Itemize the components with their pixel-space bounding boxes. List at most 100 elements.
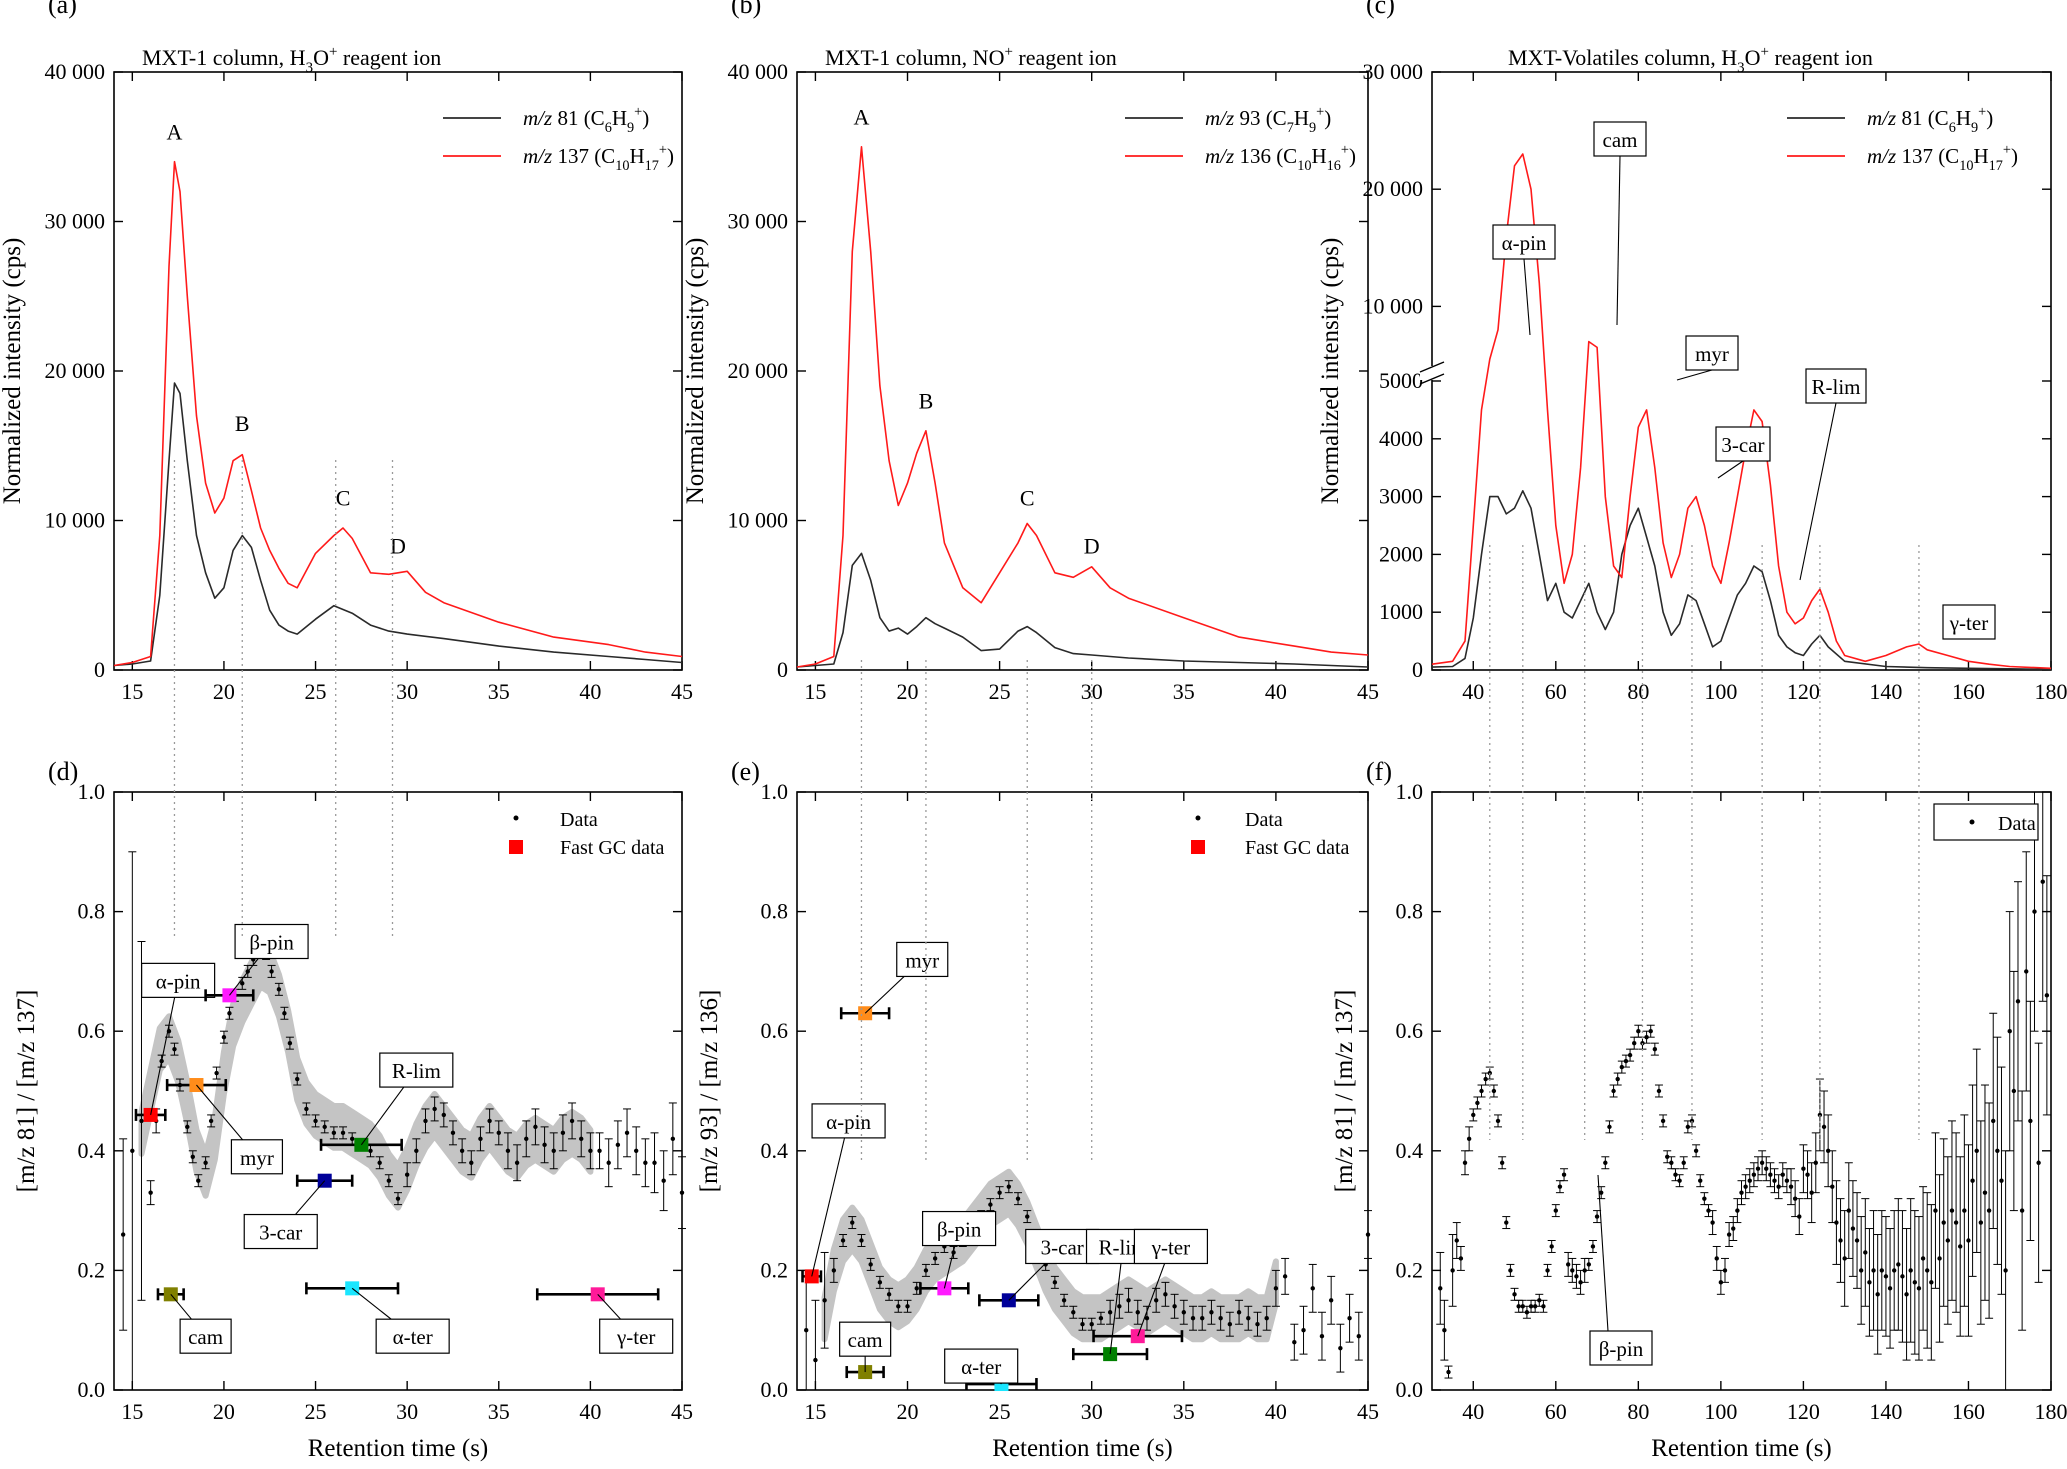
fast-gc-label-e: α-ter: [961, 1355, 1001, 1379]
x-tick-label-a: 20: [213, 679, 235, 704]
legend-swatch-d-1: [509, 840, 523, 854]
fast-gc-label-d: α-ter: [393, 1325, 433, 1349]
plot-frame-e: [796, 791, 1369, 1391]
peak-label-a: B: [235, 411, 250, 436]
peak-label-b: C: [1020, 486, 1035, 511]
data-point-f: [1553, 1208, 1559, 1213]
y-axis-label-d: [m/z 81] / [m/z 137]: [13, 990, 40, 1193]
fast-gc-label-d: cam: [188, 1325, 223, 1349]
data-point-f: [2036, 1160, 2041, 1165]
data-point-f: [1904, 1292, 1909, 1297]
fast-gc-label-box-d: [234, 923, 309, 960]
panel-label-f: (f): [1366, 757, 1392, 786]
x-tick-label-f: 100: [1704, 1399, 1737, 1424]
data-point-f: [1809, 1190, 1814, 1195]
y-tick-label-c: 1000: [1379, 599, 1423, 624]
fast-gc-label-box-e: [839, 1321, 892, 1357]
data-point-e: [1006, 1184, 1012, 1189]
annotation-label-c: cam: [1603, 128, 1638, 152]
data-point-e: [1107, 1310, 1113, 1315]
fast-gc-label-e: cam: [848, 1328, 883, 1352]
y-tick-label-a: 10 000: [45, 508, 106, 533]
fast-gc-label-d: α-pin: [156, 969, 201, 993]
x-tick-label-c: 40: [1462, 679, 1484, 704]
fast-gc-label-box-e: [921, 1210, 997, 1247]
data-point-d: [203, 1160, 208, 1165]
data-point-d: [322, 1124, 327, 1130]
data-point-d: [221, 1034, 227, 1040]
data-point-f: [1817, 1112, 1823, 1118]
y-tick-label-b: 40 000: [728, 59, 789, 84]
data-point-f: [1739, 1190, 1744, 1195]
x-tick-label-c: 180: [2035, 679, 2067, 704]
x-tick-label-d: 15: [121, 1399, 143, 1424]
annotation-leader-c: [1523, 258, 1531, 336]
data-point-f: [2003, 1268, 2008, 1273]
data-point-f: [1673, 1172, 1678, 1177]
data-point-d: [404, 1172, 410, 1177]
legend-entry-a-0: m/z 81 (C6H9+): [523, 104, 649, 136]
data-point-f: [1953, 1220, 1959, 1225]
data-point-e: [1153, 1298, 1159, 1303]
axis-break-gap: [1420, 366, 1444, 380]
x-tick-label-a: 40: [579, 679, 601, 704]
data-point-f: [2007, 1029, 2012, 1034]
fast-gc-label-e: β-pin: [937, 1218, 982, 1242]
data-point-d: [551, 1148, 556, 1154]
data-point-f: [1520, 1304, 1525, 1309]
data-point-e: [1098, 1316, 1104, 1321]
peak-label-b: B: [919, 388, 934, 413]
data-point-e: [840, 1238, 846, 1243]
x-tick-label-b: 20: [897, 679, 919, 704]
data-point-d: [349, 1136, 355, 1142]
legend-entry-f-0: Data: [1998, 813, 2036, 835]
data-point-e: [1347, 1316, 1352, 1321]
data-point-f: [1710, 1220, 1715, 1225]
data-point-f: [1615, 1076, 1620, 1082]
data-point-f: [1995, 1148, 2000, 1154]
data-point-d: [120, 1232, 126, 1237]
fast-gc-label-e: α-pin: [826, 1110, 871, 1134]
data-point-f: [1594, 1214, 1600, 1219]
x-tick-label-b: 25: [989, 679, 1011, 704]
data-point-f: [1611, 1088, 1616, 1094]
data-point-e: [877, 1280, 883, 1285]
data-point-f: [1792, 1196, 1798, 1201]
data-point-f: [2028, 1118, 2033, 1124]
y-tick-label-b: 20 000: [728, 358, 789, 383]
data-point-f: [1958, 1244, 1963, 1249]
data-point-f: [1454, 1238, 1459, 1243]
data-point-e: [1264, 1316, 1269, 1321]
y-tick-label-e: 1.0: [761, 779, 789, 804]
data-point-d: [579, 1136, 584, 1142]
chart-title-b: MXT-1 column, NO+ reagent ion: [825, 44, 1117, 70]
panel-label-d: (d): [48, 757, 78, 786]
fast-gc-label-d: 3-car: [259, 1221, 302, 1245]
data-point-e: [886, 1292, 892, 1297]
legend-swatch-e-0: [1195, 815, 1201, 821]
series-line-a-0: [113, 382, 683, 667]
data-point-e: [914, 1286, 919, 1291]
data-point-f: [1974, 1148, 1979, 1154]
data-point-d: [441, 1112, 447, 1118]
data-point-e: [1356, 1333, 1361, 1339]
data-point-d: [505, 1148, 511, 1154]
data-point-f: [1784, 1178, 1790, 1183]
data-point-d: [130, 1148, 135, 1154]
data-point-e: [1117, 1304, 1122, 1309]
data-point-f: [1450, 1268, 1455, 1273]
legend-box-f: [1933, 803, 2039, 841]
annotation-label-f: β-pin: [1599, 1337, 1644, 1361]
data-point-f: [1887, 1286, 1893, 1291]
fast-gc-label-d: β-pin: [249, 931, 294, 955]
data-point-f: [1772, 1178, 1777, 1183]
data-point-f: [1813, 1160, 1818, 1165]
data-point-e: [1282, 1274, 1288, 1279]
data-point-e: [1365, 1232, 1371, 1237]
y-tick-label-d: 0.2: [78, 1257, 106, 1282]
x-tick-label-c: 140: [1869, 679, 1902, 704]
data-point-f: [1648, 1029, 1653, 1034]
y-tick-label-c: 10 000: [1363, 293, 1424, 318]
data-point-f: [1867, 1280, 1872, 1285]
